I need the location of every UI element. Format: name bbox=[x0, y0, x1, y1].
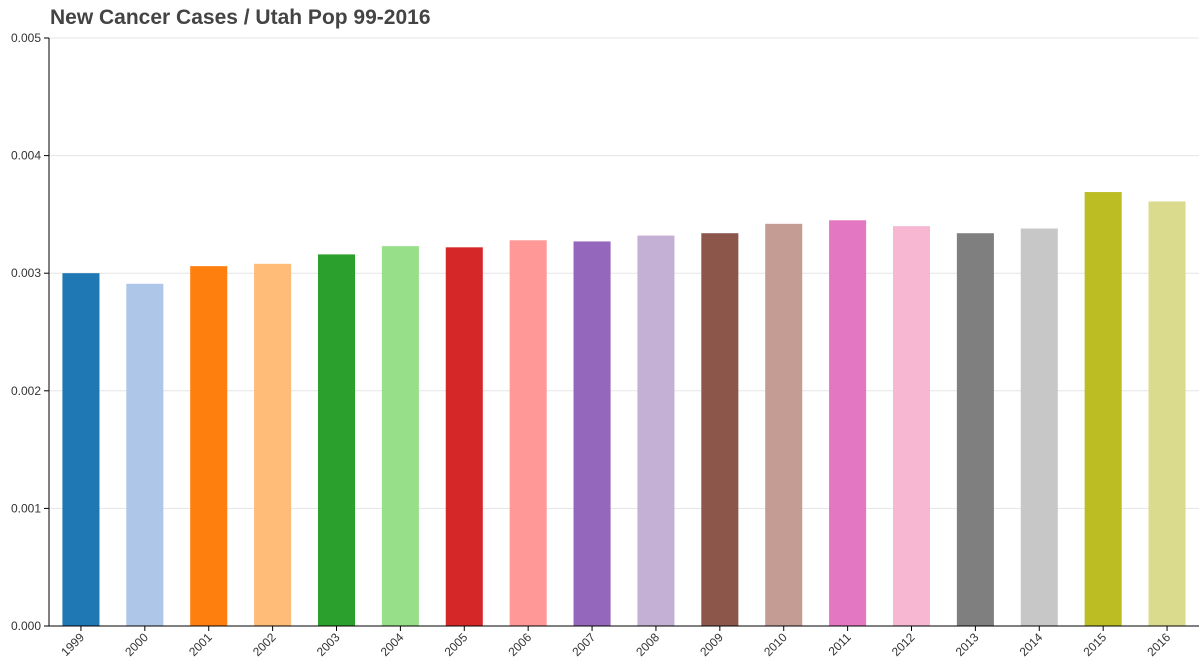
bar-1999 bbox=[62, 273, 100, 626]
x-tick-label: 1999 bbox=[58, 630, 87, 659]
x-tick-label: 2016 bbox=[1144, 630, 1173, 659]
bar-2000 bbox=[126, 283, 164, 626]
y-tick-label: 0.004 bbox=[11, 149, 41, 163]
bar-2001 bbox=[190, 266, 228, 626]
x-tick-label: 2011 bbox=[826, 630, 854, 658]
x-tick-label: 2015 bbox=[1081, 630, 1110, 659]
x-tick-label: 2014 bbox=[1017, 630, 1046, 659]
bar-2003 bbox=[317, 254, 356, 626]
bar-2008 bbox=[637, 235, 675, 626]
bar-2012 bbox=[892, 226, 931, 626]
y-tick-label: 0.000 bbox=[11, 619, 41, 633]
x-tick-label: 2007 bbox=[569, 630, 598, 659]
bar-2005 bbox=[445, 247, 483, 626]
bar-2002 bbox=[254, 263, 292, 626]
grid-lines bbox=[49, 37, 1199, 509]
bar-2016 bbox=[1148, 201, 1186, 627]
bar-2013 bbox=[956, 233, 994, 626]
bar-2007 bbox=[573, 241, 611, 626]
y-tick-label: 0.002 bbox=[11, 384, 41, 398]
bar-2006 bbox=[509, 240, 547, 626]
x-tick-label: 2001 bbox=[186, 630, 215, 659]
y-tick-label: 0.005 bbox=[11, 31, 41, 45]
x-tick-label: 2009 bbox=[697, 630, 726, 659]
x-tick-label: 2005 bbox=[442, 630, 471, 659]
bars bbox=[62, 192, 1186, 627]
x-tick-label: 2010 bbox=[761, 630, 790, 659]
bar-2010 bbox=[765, 223, 803, 627]
y-tick-label: 0.003 bbox=[11, 266, 41, 280]
bar-2014 bbox=[1020, 228, 1058, 626]
x-tick-label: 2000 bbox=[122, 630, 151, 659]
x-tick-label: 2003 bbox=[314, 630, 343, 659]
x-tick-label: 2012 bbox=[889, 630, 918, 659]
x-tick-label: 2008 bbox=[633, 630, 662, 659]
y-tick-label: 0.001 bbox=[11, 501, 41, 515]
x-tick-label: 2004 bbox=[378, 630, 407, 659]
bar-2015 bbox=[1084, 192, 1122, 626]
x-tick-label: 2006 bbox=[506, 630, 535, 659]
x-tick-label: 2013 bbox=[953, 630, 982, 659]
bar-2004 bbox=[381, 246, 419, 627]
bar-2009 bbox=[701, 233, 739, 626]
x-tick-label: 2002 bbox=[250, 630, 279, 659]
chart-title: New Cancer Cases / Utah Pop 99-2016 bbox=[50, 6, 431, 29]
bar-2011 bbox=[829, 220, 867, 626]
axes bbox=[44, 37, 1199, 631]
